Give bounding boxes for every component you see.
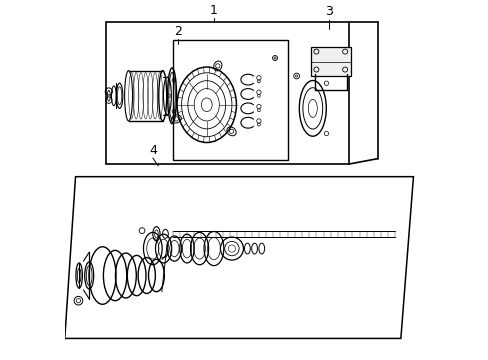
Bar	[172, 40, 287, 161]
Text: 2: 2	[174, 25, 182, 38]
Text: 4: 4	[148, 144, 157, 157]
Bar	[106, 22, 348, 164]
Text: 3: 3	[325, 5, 332, 18]
Bar	[310, 47, 350, 76]
Text: 1: 1	[209, 4, 218, 17]
